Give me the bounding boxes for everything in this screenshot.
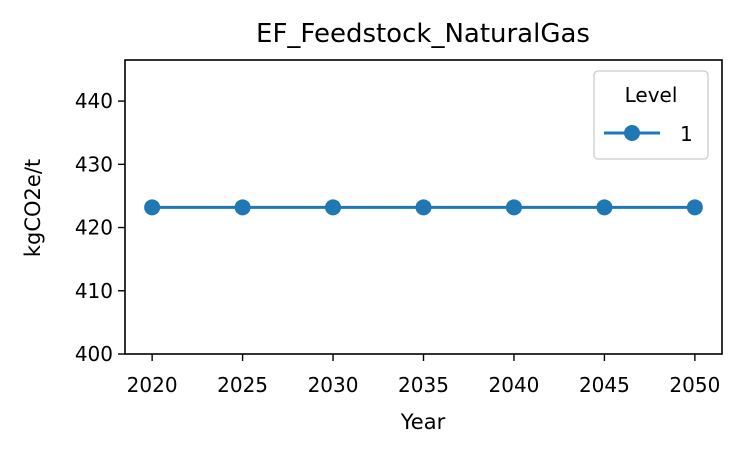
legend-title: Level xyxy=(625,83,678,107)
legend: Level 1 xyxy=(593,70,709,160)
x-tick-label: 2030 xyxy=(308,373,359,397)
y-axis-label: kgCO2e/t xyxy=(21,159,45,257)
data-point-2025 xyxy=(234,199,251,216)
y-tick-label: 400 xyxy=(75,342,113,366)
y-tick-label: 430 xyxy=(75,152,113,176)
x-tick-label: 2040 xyxy=(489,373,540,397)
x-tick-label: 2045 xyxy=(579,373,630,397)
chart-title: EF_Feedstock_NaturalGas xyxy=(256,19,590,49)
legend-box xyxy=(593,70,709,160)
x-axis-label: Year xyxy=(400,410,446,434)
data-point-2030 xyxy=(325,199,342,216)
x-tick-label: 2035 xyxy=(398,373,449,397)
x-tick-label: 2020 xyxy=(127,373,178,397)
y-tick-label: 410 xyxy=(75,279,113,303)
data-point-2050 xyxy=(686,199,703,216)
y-tick-label: 420 xyxy=(75,216,113,240)
data-point-2040 xyxy=(505,199,522,216)
data-point-2020 xyxy=(144,199,161,216)
legend-marker-sample xyxy=(624,125,640,141)
x-tick-label: 2050 xyxy=(669,373,720,397)
ticks-layer: 2020 2025 2030 2035 2040 2045 2050 400 410 420 430… xyxy=(75,89,721,397)
y-tick-label: 440 xyxy=(75,89,113,113)
marks-layer xyxy=(144,199,703,216)
x-tick-label: 2025 xyxy=(217,373,268,397)
legend-entry-label: 1 xyxy=(680,122,693,146)
data-point-2035 xyxy=(415,199,432,216)
data-point-2045 xyxy=(596,199,613,216)
